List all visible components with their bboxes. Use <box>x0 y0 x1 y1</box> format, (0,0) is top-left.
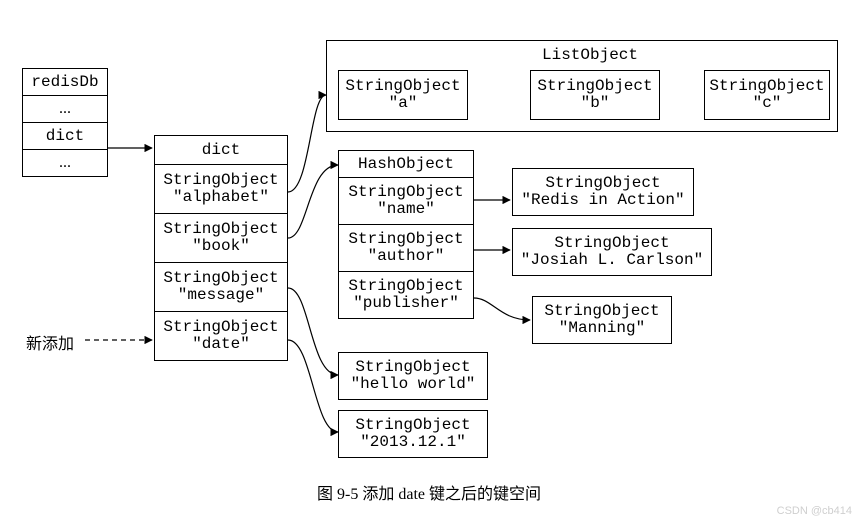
list-item-a: StringObject "a" <box>338 70 468 120</box>
hash-field-publisher: StringObject "publisher" <box>338 271 474 319</box>
hashobject-header: HashObject <box>338 150 474 178</box>
list-item-a-type: StringObject <box>339 78 467 95</box>
key-message: StringObject "message" <box>154 262 288 312</box>
hashobject-header-text: HashObject <box>339 156 473 173</box>
list-item-b-type: StringObject <box>531 78 659 95</box>
list-item-c: StringObject "c" <box>704 70 830 120</box>
redisdb-row-2-text: ... <box>23 155 107 172</box>
key-book-val: "book" <box>155 238 287 255</box>
figure-caption: 图 9-5 添加 date 键之后的键空间 <box>0 480 858 504</box>
redisdb-row-dict: dict <box>22 122 108 150</box>
hv2-val: "Manning" <box>533 320 671 337</box>
key-book: StringObject "book" <box>154 213 288 263</box>
dict-header-text: dict <box>155 142 287 159</box>
hash-field-publisher-type: StringObject <box>339 278 473 295</box>
hello-type: StringObject <box>339 359 487 376</box>
key-alphabet: StringObject "alphabet" <box>154 164 288 214</box>
date-type: StringObject <box>339 417 487 434</box>
hv1-type: StringObject <box>513 235 711 252</box>
key-message-val: "message" <box>155 287 287 304</box>
hash-value-josiah: StringObject "Josiah L. Carlson" <box>512 228 712 276</box>
hv0-type: StringObject <box>513 175 693 192</box>
redisdb-header: redisDb <box>22 68 108 96</box>
list-item-c-type: StringObject <box>705 78 829 95</box>
caption-rest: 添加 date 键之后的键空间 <box>358 486 541 503</box>
list-item-b: StringObject "b" <box>530 70 660 120</box>
dict-header: dict <box>154 135 288 165</box>
value-date: StringObject "2013.12.1" <box>338 410 488 458</box>
annotation-new: 新添加 <box>26 330 74 354</box>
hash-field-publisher-val: "publisher" <box>339 295 473 312</box>
redisdb-header-text: redisDb <box>23 74 107 91</box>
key-date: StringObject "date" <box>154 311 288 361</box>
value-hello-world: StringObject "hello world" <box>338 352 488 400</box>
key-date-val: "date" <box>155 336 287 353</box>
redisdb-row-0-text: ... <box>23 101 107 118</box>
hash-field-author-val: "author" <box>339 248 473 265</box>
key-alphabet-type: StringObject <box>155 172 287 189</box>
hash-field-name-type: StringObject <box>339 184 473 201</box>
caption-lead: 图 9-5 <box>317 486 358 503</box>
hash-value-redis-in-action: StringObject "Redis in Action" <box>512 168 694 216</box>
hash-field-author: StringObject "author" <box>338 224 474 272</box>
hash-field-name-val: "name" <box>339 201 473 218</box>
redisdb-row-2: ... <box>22 149 108 177</box>
redisdb-row-dict-text: dict <box>23 128 107 145</box>
watermark: CSDN @cb414 <box>777 505 852 517</box>
hash-value-manning: StringObject "Manning" <box>532 296 672 344</box>
key-alphabet-val: "alphabet" <box>155 189 287 206</box>
hash-field-name: StringObject "name" <box>338 177 474 225</box>
date-val: "2013.12.1" <box>339 434 487 451</box>
listobject-title: ListObject <box>530 46 650 64</box>
key-message-type: StringObject <box>155 270 287 287</box>
hello-val: "hello world" <box>339 376 487 393</box>
list-item-a-val: "a" <box>339 95 467 112</box>
list-item-b-val: "b" <box>531 95 659 112</box>
hash-field-author-type: StringObject <box>339 231 473 248</box>
redisdb-row-0: ... <box>22 95 108 123</box>
key-book-type: StringObject <box>155 221 287 238</box>
hv2-type: StringObject <box>533 303 671 320</box>
list-item-c-val: "c" <box>705 95 829 112</box>
hv0-val: "Redis in Action" <box>513 192 693 209</box>
key-date-type: StringObject <box>155 319 287 336</box>
hv1-val: "Josiah L. Carlson" <box>513 252 711 269</box>
